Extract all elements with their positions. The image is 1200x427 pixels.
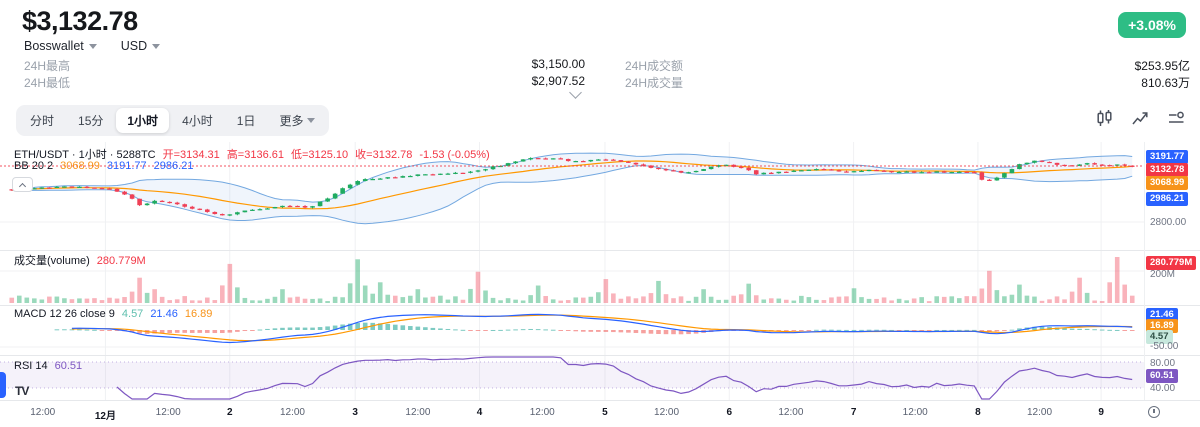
tab-interval-more-label: 更多: [279, 114, 304, 128]
ohlc-open: 开=3134.31: [162, 149, 220, 161]
x-axis-label: 12:00: [778, 407, 804, 418]
x-axis-label: 12:00: [1027, 407, 1053, 418]
bb-lower-value: 2986.21: [153, 160, 194, 172]
axis-bb-lower-badge: 2986.21: [1146, 192, 1189, 206]
axis-macd-signal-badge: 16.89: [1146, 319, 1178, 333]
x-axis-label: 12:00: [279, 407, 305, 418]
macd-signal-value: 16.89: [184, 308, 213, 320]
x-axis-label: 2: [226, 407, 233, 418]
tab-interval-15m[interactable]: 15分: [78, 114, 104, 128]
interval-tabbar: 分时 15分 1小时 4小时 1日 更多: [16, 105, 330, 136]
stat-24h-volume-label: 24H成交量: [625, 76, 684, 90]
currency-dropdown[interactable]: USD: [120, 39, 161, 53]
x-axis-label: 9: [1098, 407, 1104, 418]
stat-24h-low-label: 24H最低: [24, 76, 71, 90]
rsi-legend-value: 60.51: [54, 360, 83, 372]
axis-rsi-lower-label: 40.00: [1150, 383, 1176, 394]
legend-collapse-button[interactable]: [12, 177, 33, 192]
source-dropdown[interactable]: Bosswallet: [24, 39, 97, 53]
tradingview-logo[interactable]: TV: [15, 384, 29, 398]
tab-interval-1h[interactable]: 1小时: [116, 108, 170, 133]
axis-price-gridline-label: 2800.00: [1150, 217, 1187, 228]
x-axis-label: 7: [850, 407, 857, 418]
stat-24h-high-label: 24H最高: [24, 59, 71, 73]
macd-line-value: 21.46: [150, 308, 178, 320]
page-title: $3,132.78: [22, 6, 138, 36]
axis-volume-gridline-label: 200M: [1150, 269, 1176, 280]
chevron-down-icon: [88, 43, 97, 49]
x-axis-label: 12:00: [30, 407, 56, 418]
candlestick-style-icon[interactable]: [1095, 109, 1114, 128]
ohlc-low: 低=3125.10: [290, 149, 349, 161]
chevron-down-icon: [152, 43, 161, 49]
change-badge: +3.08%: [1118, 12, 1186, 38]
indicators-icon[interactable]: [1131, 109, 1150, 128]
volume-legend-value: 280.779M: [96, 255, 146, 267]
x-axis-label: 12:00: [529, 407, 555, 418]
stat-24h-turnover-value: $253.95亿: [1134, 59, 1190, 73]
symbol-legend-title: ETH/USDT · 1小时 · 5288TC: [14, 149, 156, 161]
ohlc-close: 收=3132.78: [355, 149, 413, 161]
ohlc-high: 高=3136.61: [226, 149, 284, 161]
stat-24h-volume-value: 810.63万: [1141, 76, 1190, 90]
x-axis-label: 12月: [94, 411, 116, 422]
x-axis-label: 6: [726, 407, 733, 418]
axis-last-price-badge: 3132.78: [1146, 163, 1189, 177]
macd-legend-label: MACD 12 26 close 9: [14, 308, 115, 320]
bb-middle-value: 3068.99: [60, 160, 100, 172]
currency-dropdown-label: USD: [120, 39, 148, 53]
axis-bb-upper-badge: 3191.77: [1146, 150, 1189, 164]
x-axis-label: 3: [352, 407, 358, 418]
bb-upper-value: 3191.77: [106, 160, 147, 172]
timezone-clock-icon[interactable]: [1148, 406, 1160, 418]
axis-rsi-upper-label: 80.00: [1150, 358, 1176, 369]
x-axis-label: 12:00: [902, 407, 928, 418]
axis-macd-hist-badge: 4.57: [1146, 330, 1173, 344]
pane-drag-handle[interactable]: [0, 372, 6, 398]
rsi-legend-label: RSI 14: [14, 360, 48, 372]
tab-interval-fenshi[interactable]: 分时: [30, 114, 55, 128]
chevron-down-icon: [307, 118, 316, 123]
macd-hist-value: 4.57: [121, 308, 144, 320]
axis-macd-badge: 21.46: [1146, 308, 1178, 322]
bb-legend-label: BB 20 2: [14, 160, 54, 172]
axis-bb-middle-badge: 3068.99: [1146, 176, 1189, 190]
stat-24h-turnover-label: 24H成交额: [625, 59, 684, 73]
x-axis-label: 12:00: [654, 407, 680, 418]
axis-volume-current-badge: 280.779M: [1146, 256, 1197, 270]
x-axis-label: 4: [476, 407, 483, 418]
volume-legend-label: 成交量(volume): [14, 255, 90, 267]
x-axis-label: 12:00: [155, 407, 181, 418]
axis-macd-gridline-label: -50.00: [1150, 341, 1179, 352]
chart-settings-icon[interactable]: [1167, 109, 1186, 128]
ohlc-change: -1.53 (-0.05%): [419, 149, 490, 161]
stat-24h-low-value: $2,907.52: [531, 74, 585, 88]
x-axis-label: 8: [975, 407, 981, 418]
source-dropdown-label: Bosswallet: [24, 39, 84, 53]
axis-rsi-current-badge: 60.51: [1146, 369, 1178, 383]
tab-interval-4h[interactable]: 4小时: [182, 114, 213, 128]
tab-interval-1d[interactable]: 1日: [236, 114, 256, 128]
x-axis-label: 5: [602, 407, 608, 418]
x-axis-label: 12:00: [405, 407, 431, 418]
tab-interval-more[interactable]: 更多: [268, 108, 326, 133]
stat-24h-high-value: $3,150.00: [531, 57, 585, 71]
